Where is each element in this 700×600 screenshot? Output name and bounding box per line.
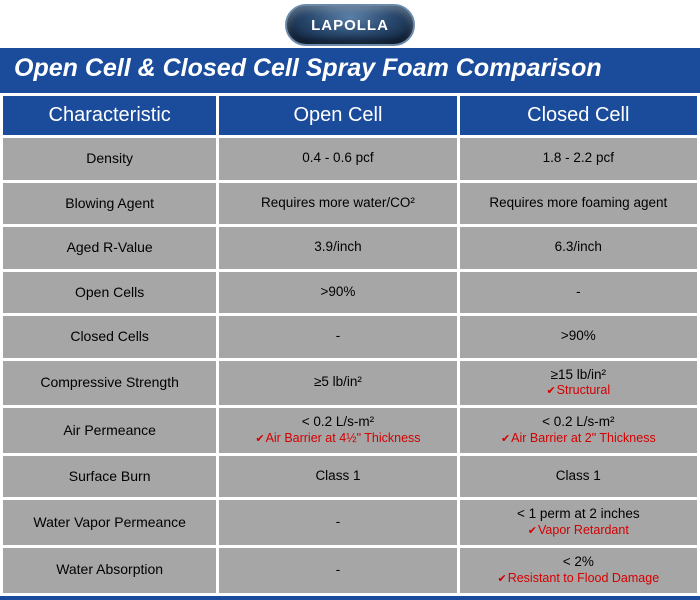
closed-cell: >90% bbox=[460, 316, 697, 358]
cell-note: Air Barrier at 2" Thickness bbox=[464, 431, 693, 447]
cell-value: ≥5 lb/in² bbox=[314, 374, 362, 389]
open-cell: - bbox=[219, 500, 456, 545]
open-cell: < 0.2 L/s-m² Air Barrier at 4½" Thickness bbox=[219, 408, 456, 453]
cell-note: Vapor Retardant bbox=[464, 523, 693, 539]
cell-note: Structural bbox=[464, 383, 693, 399]
cell-value: ≥15 lb/in² bbox=[551, 367, 606, 382]
open-cell: Requires more water/CO² bbox=[219, 183, 456, 225]
table-row: Closed Cells - >90% bbox=[3, 316, 697, 358]
comparison-table: Characteristic Open Cell Closed Cell Den… bbox=[0, 93, 700, 596]
characteristic-cell: Blowing Agent bbox=[3, 183, 216, 225]
cell-value: < 0.2 L/s-m² bbox=[542, 414, 614, 429]
cell-value: 1.8 - 2.2 pcf bbox=[543, 150, 614, 165]
closed-cell: < 0.2 L/s-m² Air Barrier at 2" Thickness bbox=[460, 408, 697, 453]
table-row: Water Vapor Permeance - < 1 perm at 2 inch… bbox=[3, 500, 697, 545]
table-row: Aged R-Value 3.9/inch 6.3/inch bbox=[3, 227, 697, 269]
closed-cell: ≥15 lb/in²Structural bbox=[460, 361, 697, 406]
page-container: LAPOLLA Open Cell & Closed Cell Spray Fo… bbox=[0, 0, 700, 600]
table-row: Density 0.4 - 0.6 pcf 1.8 - 2.2 pcf bbox=[3, 138, 697, 180]
open-cell: - bbox=[219, 316, 456, 358]
cell-value: - bbox=[336, 514, 341, 529]
closed-cell: Class 1 bbox=[460, 456, 697, 498]
closed-cell: 1.8 - 2.2 pcf bbox=[460, 138, 697, 180]
cell-value: - bbox=[576, 284, 581, 299]
col-open-cell: Open Cell bbox=[219, 96, 456, 135]
open-cell: - bbox=[219, 548, 456, 593]
cell-note: Resistant to Flood Damage bbox=[464, 571, 693, 587]
cell-value: - bbox=[336, 328, 341, 343]
open-cell: 0.4 - 0.6 pcf bbox=[219, 138, 456, 180]
cell-value: < 1 perm at 2 inches bbox=[517, 506, 640, 521]
closed-cell: Requires more foaming agent bbox=[460, 183, 697, 225]
cell-value: 0.4 - 0.6 pcf bbox=[302, 150, 373, 165]
closed-cell: < 2% Resistant to Flood Damage bbox=[460, 548, 697, 593]
cell-value: < 2% bbox=[563, 554, 594, 569]
brand-logo: LAPOLLA bbox=[285, 4, 415, 46]
closed-cell: < 1 perm at 2 inches Vapor Retardant bbox=[460, 500, 697, 545]
logo-area: LAPOLLA bbox=[0, 0, 700, 48]
table-row: Water Absorption - < 2% Resistant to Flood … bbox=[3, 548, 697, 593]
open-cell: ≥5 lb/in² bbox=[219, 361, 456, 406]
open-cell: 3.9/inch bbox=[219, 227, 456, 269]
table-row: Open Cells >90% - bbox=[3, 272, 697, 314]
page-title: Open Cell & Closed Cell Spray Foam Compa… bbox=[0, 48, 700, 93]
col-characteristic: Characteristic bbox=[3, 96, 216, 135]
characteristic-cell: Density bbox=[3, 138, 216, 180]
characteristic-cell: Air Permeance bbox=[3, 408, 216, 453]
cell-value: - bbox=[336, 562, 341, 577]
characteristic-cell: Closed Cells bbox=[3, 316, 216, 358]
characteristic-cell: Aged R-Value bbox=[3, 227, 216, 269]
closed-cell: 6.3/inch bbox=[460, 227, 697, 269]
cell-value: >90% bbox=[561, 328, 596, 343]
cell-value: 3.9/inch bbox=[314, 239, 361, 254]
characteristic-cell: Water Absorption bbox=[3, 548, 216, 593]
table-row: Compressive Strength ≥5 lb/in² ≥15 lb/in²S… bbox=[3, 361, 697, 406]
cell-value: 6.3/inch bbox=[555, 239, 602, 254]
characteristic-cell: Compressive Strength bbox=[3, 361, 216, 406]
cell-value: Requires more foaming agent bbox=[489, 195, 667, 210]
open-cell: Class 1 bbox=[219, 456, 456, 498]
characteristic-cell: Open Cells bbox=[3, 272, 216, 314]
cell-value: Requires more water/CO² bbox=[261, 195, 415, 210]
characteristic-cell: Water Vapor Permeance bbox=[3, 500, 216, 545]
table-header-row: Characteristic Open Cell Closed Cell bbox=[3, 96, 697, 135]
table-row: Surface Burn Class 1 Class 1 bbox=[3, 456, 697, 498]
cell-note: Air Barrier at 4½" Thickness bbox=[223, 431, 452, 447]
logo-text: LAPOLLA bbox=[311, 17, 389, 34]
closed-cell: - bbox=[460, 272, 697, 314]
cell-value: Class 1 bbox=[315, 468, 360, 483]
cell-value: >90% bbox=[320, 284, 355, 299]
cell-value: Class 1 bbox=[556, 468, 601, 483]
cell-value: < 0.2 L/s-m² bbox=[302, 414, 374, 429]
characteristic-cell: Surface Burn bbox=[3, 456, 216, 498]
table-row: Blowing Agent Requires more water/CO² Requ… bbox=[3, 183, 697, 225]
open-cell: >90% bbox=[219, 272, 456, 314]
table-row: Air Permeance < 0.2 L/s-m² Air Barrier at … bbox=[3, 408, 697, 453]
col-closed-cell: Closed Cell bbox=[460, 96, 697, 135]
